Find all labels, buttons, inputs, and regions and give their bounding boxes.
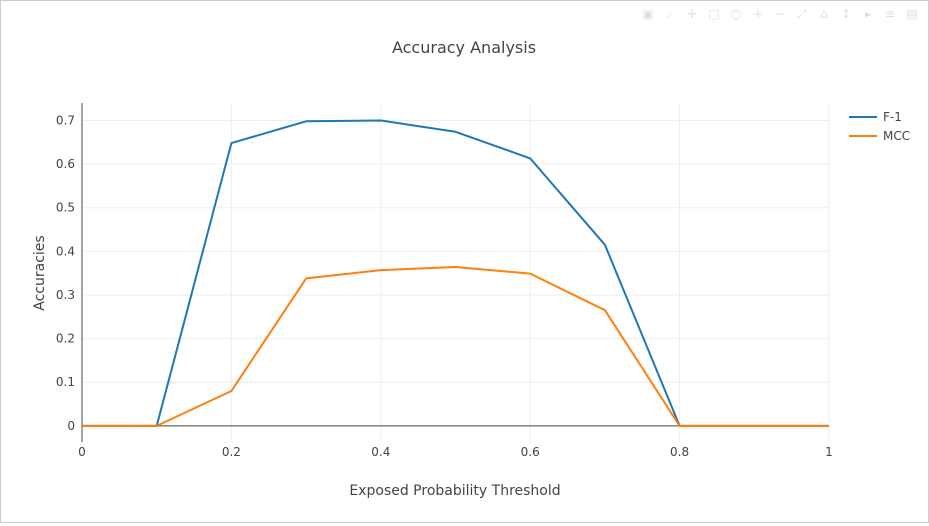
- y-tick-label: 0.4: [56, 244, 75, 258]
- spike-lines-icon[interactable]: ↕: [838, 7, 854, 21]
- y-tick-label: 0.6: [56, 157, 75, 171]
- plotly-logo-icon[interactable]: ▤: [904, 7, 920, 21]
- y-axis-title: Accuracies: [32, 235, 48, 310]
- series-layer: [82, 120, 829, 426]
- y-tick-label: 0.5: [56, 201, 75, 215]
- hover-closest-icon[interactable]: ▸: [860, 7, 876, 21]
- zoom-icon[interactable]: ⌕: [662, 7, 678, 21]
- series-line-f-1: [82, 121, 829, 426]
- y-tick-label: 0.2: [56, 332, 75, 346]
- box-select-icon[interactable]: □: [706, 7, 722, 21]
- series-line-mcc: [82, 267, 829, 426]
- x-tick-label: 1: [825, 445, 833, 459]
- axes-layer: 0 0.2 0.4 0.6 0.8 1 0 0.1 0.2 0.3 0.4 0.5 0.6 0.7: [56, 103, 833, 459]
- y-tick-label: 0.3: [56, 288, 75, 302]
- y-tick-label: 0.7: [56, 113, 75, 127]
- chart-title: Accuracy Analysis: [392, 38, 536, 57]
- x-tick-label: 0.4: [371, 445, 390, 459]
- pan-icon[interactable]: ✛: [684, 7, 700, 21]
- reset-axes-icon[interactable]: ⌂: [816, 7, 832, 21]
- x-tick-label: 0: [78, 445, 86, 459]
- zoom-in-icon[interactable]: +: [750, 7, 766, 21]
- camera-icon[interactable]: ▣: [640, 7, 656, 21]
- hover-compare-icon[interactable]: ≡: [882, 7, 898, 21]
- y-tick-label: 0: [67, 419, 75, 433]
- x-tick-label: 0.2: [222, 445, 241, 459]
- x-tick-label: 0.8: [670, 445, 689, 459]
- lasso-icon[interactable]: ○: [728, 7, 744, 21]
- modebar-toolbar: ▣ ⌕ ✛ □ ○ +−⤢ ⌂ ↕ ▸ ≡ ▤: [640, 7, 920, 21]
- autoscale-icon[interactable]: ⤢: [794, 7, 810, 21]
- legend-label: F-1: [883, 110, 902, 124]
- legend: F-1 MCC: [849, 110, 910, 143]
- x-axis-title: Exposed Probability Threshold: [349, 483, 560, 499]
- grid-layer: [82, 103, 829, 442]
- y-tick-label: 0.1: [56, 375, 75, 389]
- zoom-out-icon[interactable]: −: [772, 7, 788, 21]
- legend-label: MCC: [883, 129, 910, 143]
- x-tick-label: 0.6: [521, 445, 540, 459]
